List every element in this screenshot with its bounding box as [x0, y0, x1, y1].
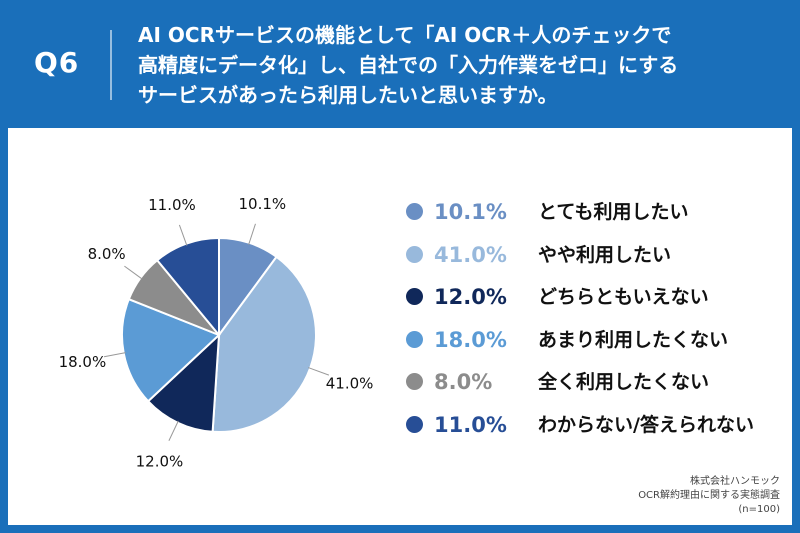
legend-swatch-3 — [406, 288, 423, 305]
legend-item-2: 41.0% やや利用したい — [406, 241, 786, 269]
legend-label-5: 全く利用したくない — [538, 371, 710, 393]
question-line-2: 高精度にデータ化」し、自社での「入力作業をゼロ」にする — [138, 53, 679, 77]
legend-label-4: あまり利用したくない — [538, 328, 729, 351]
legend-swatch-4 — [406, 330, 423, 348]
source-company: 株式会社ハンモック — [690, 476, 780, 487]
question-number: Q6 — [34, 46, 80, 79]
pie-label-2: 41.0% — [326, 375, 374, 393]
legend-label-6: わからない/答えられない — [538, 413, 754, 436]
chart-panel: 10.1% 41.0% 12.0% 18.0% 8.0% 11.0% 10.1% とても利用… — [8, 128, 792, 525]
legend-percent-3: 12.0% — [434, 285, 507, 309]
legend-swatch-6 — [406, 415, 423, 433]
pie-leader-2 — [308, 367, 330, 376]
legend-label-3: どちらともいえない — [538, 286, 709, 308]
legend-swatch-2 — [406, 245, 423, 263]
question-line-3: サービスがあったら利用したいと思いますか。 — [138, 83, 558, 107]
source-sample: (n=100) — [738, 504, 780, 515]
legend-item-4: 18.0% あまり利用したくない — [406, 326, 786, 354]
legend-percent-5: 8.0% — [434, 370, 493, 394]
legend-percent-6: 11.0% — [434, 412, 507, 437]
pie-leader-6 — [178, 224, 188, 246]
header-divider — [110, 30, 112, 100]
pie-leader-5 — [124, 265, 143, 280]
legend-percent-1: 10.1% — [434, 200, 507, 224]
legend-swatch-1 — [406, 203, 423, 220]
pie-label-3: 12.0% — [136, 453, 184, 471]
legend-swatch-5 — [406, 373, 423, 390]
source-note: 株式会社ハンモック OCR解約理由に関する実態調査 (n=100) — [638, 475, 780, 517]
pie-label-1: 10.1% — [238, 195, 286, 213]
pie-label-4: 18.0% — [59, 353, 107, 371]
pie-leader-1 — [248, 223, 256, 245]
question-line-1: AI OCRサービスの機能として「AI OCR＋人のチェックで — [138, 23, 672, 47]
pie-label-5: 8.0% — [88, 245, 126, 263]
pie-leader-3 — [168, 420, 179, 441]
header: Q6 AI OCRサービスの機能として「AI OCR＋人のチェックで 高精度にデ… — [0, 0, 800, 128]
legend-label-2: やや利用したい — [538, 243, 672, 266]
legend-item-6: 11.0% わからない/答えられない — [406, 411, 786, 439]
legend-percent-4: 18.0% — [434, 327, 507, 352]
legend-item-5: 8.0% 全く利用したくない — [406, 368, 786, 396]
legend-item-3: 12.0% どちらともいえない — [406, 283, 786, 311]
pie-chart: 10.1% 41.0% 12.0% 18.0% 8.0% 11.0% — [59, 195, 374, 471]
legend-label-1: とても利用したい — [538, 201, 689, 223]
question-text: AI OCRサービスの機能として「AI OCR＋人のチェックで 高精度にデータ化… — [138, 20, 778, 110]
legend-item-1: 10.1% とても利用したい — [406, 198, 786, 226]
pie-label-6: 11.0% — [148, 196, 196, 214]
source-survey: OCR解約理由に関する実態調査 — [638, 490, 780, 501]
pie-leader-4 — [103, 352, 126, 358]
legend: 10.1% とても利用したい 41.0% やや利用したい 12.0% どちらともいえない 1… — [406, 198, 786, 453]
legend-percent-2: 41.0% — [434, 242, 507, 267]
